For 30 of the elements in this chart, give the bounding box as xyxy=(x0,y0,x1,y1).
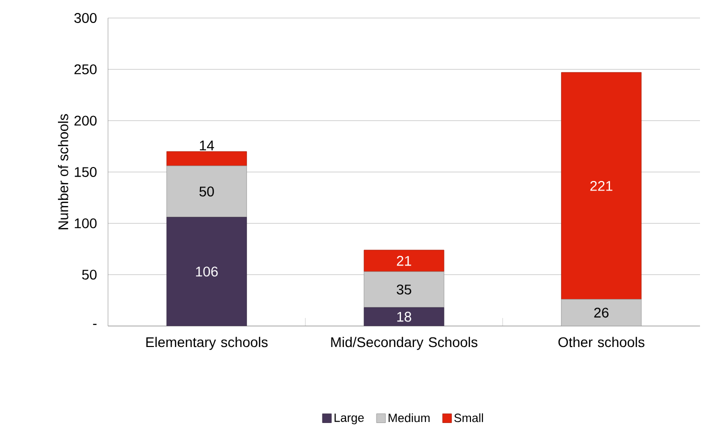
legend-label: Large xyxy=(334,414,364,424)
data-label: 106 xyxy=(196,266,218,277)
y-axis-title: Number of schools xyxy=(58,114,68,230)
data-label: 221 xyxy=(590,180,612,191)
data-label: 14 xyxy=(200,140,214,150)
data-label: 26 xyxy=(594,308,609,318)
legend-label: Medium xyxy=(388,413,430,422)
x-tick-label: Other schools xyxy=(558,336,644,348)
bar xyxy=(364,250,444,272)
bar xyxy=(166,151,247,166)
y-tick-label: - xyxy=(93,324,97,325)
data-label: 21 xyxy=(396,256,412,266)
bar xyxy=(166,166,247,218)
y-tick-label: 100 xyxy=(74,218,97,228)
y-tick-label: 150 xyxy=(74,167,97,177)
bar xyxy=(364,307,444,326)
data-label: 35 xyxy=(396,284,412,295)
x-tick-label: Mid/Secondary Schools xyxy=(331,336,478,350)
data-label: 50 xyxy=(199,186,214,196)
bar xyxy=(561,72,642,300)
legend-label: Small xyxy=(454,413,483,422)
bar xyxy=(561,299,642,326)
x-tick-label: Elementary schools xyxy=(146,336,268,350)
bar xyxy=(364,271,444,308)
y-tick-label: 50 xyxy=(82,270,97,280)
y-tick-label: 300 xyxy=(74,13,97,23)
bar xyxy=(166,216,247,326)
y-tick-label: 250 xyxy=(74,64,97,74)
data-label: 18 xyxy=(397,312,412,322)
y-tick-label: 200 xyxy=(74,116,97,126)
